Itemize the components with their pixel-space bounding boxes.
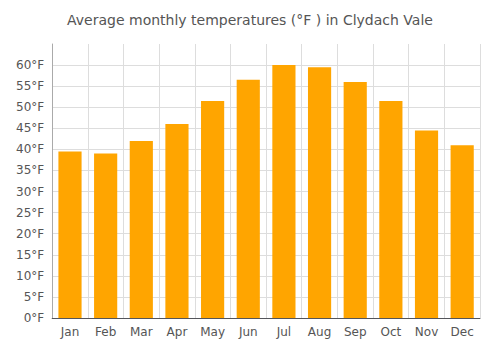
svg-text:Average monthly temperatures (: Average monthly temperatures (°F ) in Cl… [67, 12, 433, 28]
svg-text:Jun: Jun [238, 325, 258, 339]
svg-text:Feb: Feb [95, 325, 116, 339]
svg-text:Nov: Nov [415, 325, 438, 339]
svg-text:Oct: Oct [380, 325, 401, 339]
svg-text:Aug: Aug [308, 325, 331, 339]
svg-text:25°F: 25°F [16, 206, 44, 220]
svg-text:50°F: 50°F [16, 100, 44, 114]
svg-text:15°F: 15°F [16, 248, 44, 262]
svg-text:Jan: Jan [60, 325, 80, 339]
svg-text:20°F: 20°F [16, 227, 44, 241]
svg-text:35°F: 35°F [16, 163, 44, 177]
svg-text:45°F: 45°F [16, 121, 44, 135]
svg-text:May: May [200, 325, 225, 339]
svg-text:30°F: 30°F [16, 185, 44, 199]
svg-text:Jul: Jul [276, 325, 291, 339]
svg-text:10°F: 10°F [16, 269, 44, 283]
svg-text:Mar: Mar [130, 325, 153, 339]
svg-text:Sep: Sep [344, 325, 367, 339]
svg-text:60°F: 60°F [16, 58, 44, 72]
svg-text:Apr: Apr [167, 325, 188, 339]
svg-text:Dec: Dec [451, 325, 474, 339]
svg-text:5°F: 5°F [24, 290, 45, 304]
svg-text:0°F: 0°F [24, 311, 45, 325]
svg-text:55°F: 55°F [16, 79, 44, 93]
svg-text:40°F: 40°F [16, 142, 44, 156]
